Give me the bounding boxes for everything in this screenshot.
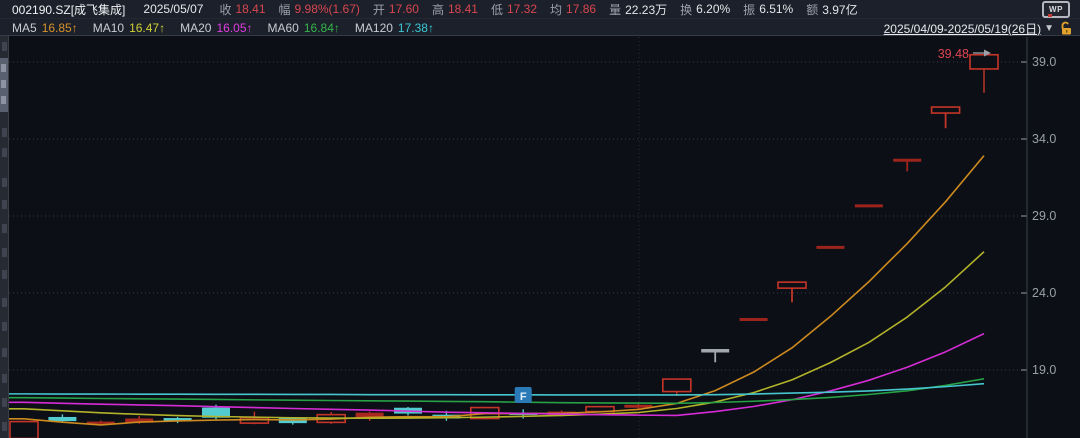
quote-date: 2025/05/07 xyxy=(143,2,204,16)
wp-logo-icon[interactable]: WP xyxy=(1042,0,1070,18)
ma-legend-ma60: MA60 16.84↑ xyxy=(267,21,340,35)
left-toolbar-selected[interactable] xyxy=(0,58,8,112)
wp-logo-text: WP xyxy=(1049,4,1063,14)
quote-change: 幅 9.98%(1.67) xyxy=(278,2,360,17)
candle[interactable] xyxy=(9,420,39,438)
ma-legend-ma20: MA20 16.05↑ xyxy=(180,21,253,35)
quote-close: 收 18.41 xyxy=(219,2,266,17)
quote-volume: 量 22.23万 xyxy=(609,2,668,17)
ma-legend-row: MA5 16.85↑ MA10 16.47↑ MA20 16.05↑ MA60 16.84↑ M… xyxy=(0,19,1080,37)
stock-symbol: 002190.SZ[成飞集成] xyxy=(12,2,126,17)
svg-text:39.48: 39.48 xyxy=(938,47,969,61)
ma-legend-ma10: MA10 16.47↑ xyxy=(92,21,166,35)
candle[interactable] xyxy=(163,416,192,424)
quote-low: 低 17.32 xyxy=(490,2,538,17)
notification-dot xyxy=(1048,13,1052,17)
event-marker-f[interactable]: F xyxy=(514,387,532,403)
quote-high: 高 18.41 xyxy=(431,2,478,17)
ma-line-ma20 xyxy=(9,332,985,417)
candle[interactable] xyxy=(893,158,922,172)
ma-legend-ma120: MA120 17.38↑ xyxy=(354,21,434,35)
quote-row: 002190.SZ[成飞集成] 2025/05/07 收 18.41 幅 9.98%(… xyxy=(0,0,1080,19)
kline-chart[interactable]: 39.0 34.0 29.0 24.0 19.0 F 39.48 xyxy=(9,37,1080,438)
y-axis-label: 39.0 xyxy=(1032,55,1056,69)
candle[interactable] xyxy=(969,53,999,93)
ma-legend: MA5 16.85↑ MA10 16.47↑ MA20 16.05↑ MA60 16.84↑ M… xyxy=(12,21,449,35)
quote-avg: 均 17.86 xyxy=(550,2,597,17)
candle[interactable] xyxy=(48,414,77,423)
candle[interactable] xyxy=(930,106,961,129)
ma-legend-ma5: MA5 16.85↑ xyxy=(12,21,78,35)
date-range-selector[interactable]: 2025/04/09-2025/05/19(26日) xyxy=(883,21,1042,36)
ma-line-ma60 xyxy=(9,377,985,405)
ma-line-ma120 xyxy=(9,382,985,396)
ma-line-ma5 xyxy=(9,155,985,426)
y-axis-label: 24.0 xyxy=(1032,286,1056,300)
unlock-icon[interactable] xyxy=(1058,20,1074,36)
ma-line-ma10 xyxy=(9,251,985,420)
high-price-annotation: 39.48 xyxy=(938,47,991,61)
quote-amplitude: 振 6.51% xyxy=(743,2,794,17)
y-axis-label: 19.0 xyxy=(1032,363,1056,377)
y-axis-label: 29.0 xyxy=(1032,209,1056,223)
chevron-down-icon[interactable]: ▼ xyxy=(1044,22,1054,34)
left-toolbar[interactable] xyxy=(0,36,9,438)
candle[interactable] xyxy=(701,349,730,363)
svg-text:F: F xyxy=(520,391,527,403)
quote-open: 开 17.60 xyxy=(372,2,419,17)
candle[interactable] xyxy=(777,281,807,303)
candle[interactable] xyxy=(624,403,653,410)
y-axis-label: 34.0 xyxy=(1032,132,1056,146)
quote-fields: 收 18.41 幅 9.98%(1.67) 开 17.60 高 18.41 低 17.32 均 17.… xyxy=(219,1,870,18)
quote-turnover: 换 6.20% xyxy=(680,2,731,17)
candle[interactable] xyxy=(661,378,692,396)
quote-amount: 额 3.97亿 xyxy=(806,2,858,17)
candle[interactable] xyxy=(355,411,384,421)
quote-header: 002190.SZ[成飞集成] 2025/05/07 收 18.41 幅 9.98%(… xyxy=(0,0,1080,36)
